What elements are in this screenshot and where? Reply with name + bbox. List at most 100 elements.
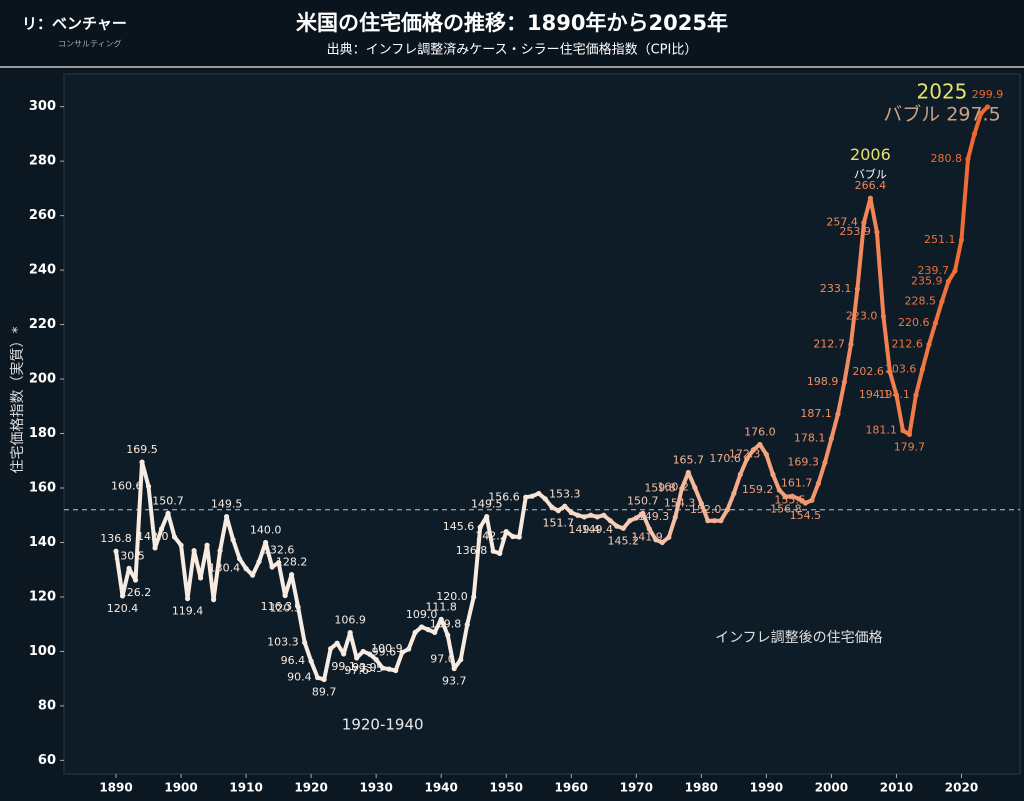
data-point bbox=[952, 268, 958, 274]
data-point bbox=[243, 566, 249, 572]
data-point bbox=[542, 496, 548, 502]
data-label: 90.4 bbox=[287, 671, 312, 684]
data-point bbox=[458, 657, 464, 663]
data-point bbox=[861, 220, 867, 226]
data-point bbox=[380, 665, 386, 671]
data-point bbox=[523, 494, 529, 500]
data-point bbox=[302, 639, 308, 646]
data-label: 212.7 bbox=[813, 337, 845, 350]
data-label: 142.2 bbox=[475, 529, 507, 542]
x-tick-label: 1900 bbox=[164, 781, 197, 795]
data-label: 153.3 bbox=[549, 487, 581, 500]
header bbox=[0, 0, 1024, 66]
data-label: 156.6 bbox=[488, 490, 520, 503]
data-label: 132.6 bbox=[263, 544, 295, 557]
data-label: 194.1 bbox=[859, 388, 891, 401]
y-axis-label: 住宅価格指数（実質）* bbox=[10, 327, 26, 474]
data-point bbox=[393, 667, 399, 674]
data-point bbox=[321, 676, 327, 683]
data-point bbox=[464, 622, 470, 628]
data-point bbox=[900, 427, 906, 434]
data-point bbox=[289, 572, 295, 578]
data-point bbox=[516, 534, 522, 540]
data-point bbox=[341, 651, 347, 657]
data-point bbox=[809, 497, 815, 503]
data-label: 93.7 bbox=[442, 675, 467, 688]
x-tick-label: 1950 bbox=[490, 781, 523, 795]
x-tick-label: 1970 bbox=[620, 781, 653, 795]
data-point bbox=[217, 548, 223, 554]
data-point bbox=[919, 366, 926, 372]
data-label: 194.1 bbox=[878, 388, 910, 401]
data-point bbox=[614, 523, 620, 529]
data-label: 106.9 bbox=[334, 614, 366, 627]
x-tick-label: 2020 bbox=[945, 781, 978, 795]
data-point bbox=[796, 496, 802, 502]
data-label: 97.6 bbox=[344, 664, 369, 677]
data-label: 120.5 bbox=[269, 602, 301, 615]
data-point bbox=[581, 514, 587, 520]
data-label: 136.8 bbox=[100, 532, 132, 545]
data-point bbox=[666, 534, 672, 540]
data-point bbox=[978, 110, 984, 117]
data-point bbox=[815, 480, 821, 486]
data-point bbox=[445, 632, 451, 638]
brand: リ：ベンチャー bbox=[22, 15, 127, 33]
data-label: 120.4 bbox=[107, 602, 139, 615]
data-point bbox=[230, 537, 236, 543]
data-point bbox=[471, 594, 477, 600]
data-point bbox=[152, 545, 158, 551]
data-label: 181.1 bbox=[865, 424, 897, 437]
data-point bbox=[789, 493, 795, 499]
data-label: 149.5 bbox=[211, 498, 243, 511]
data-point bbox=[880, 313, 887, 320]
data-label: 141.9 bbox=[631, 530, 663, 543]
data-label: 142.0 bbox=[137, 530, 169, 543]
data-point bbox=[711, 518, 717, 524]
data-label: 160.6 bbox=[111, 479, 143, 492]
data-point bbox=[354, 655, 360, 661]
data-label: 109.0 bbox=[406, 608, 438, 621]
y-tick-label: 200 bbox=[29, 372, 56, 387]
data-point bbox=[328, 646, 334, 652]
data-label: 220.6 bbox=[898, 316, 930, 329]
data-point bbox=[555, 508, 561, 514]
data-point bbox=[204, 542, 210, 548]
data-point bbox=[139, 459, 145, 465]
data-point bbox=[737, 471, 743, 477]
data-point bbox=[549, 504, 555, 510]
y-tick-label: 240 bbox=[29, 263, 56, 278]
data-point bbox=[705, 518, 711, 524]
brand-sub: コンサルティング bbox=[58, 39, 122, 49]
y-tick-label: 260 bbox=[29, 208, 56, 223]
data-label: 93.9 bbox=[352, 661, 377, 674]
data-point bbox=[386, 666, 392, 672]
data-label: 100.9 bbox=[371, 642, 403, 655]
data-label: 161.7 bbox=[781, 476, 813, 489]
data-point bbox=[171, 534, 178, 540]
data-point bbox=[835, 411, 841, 417]
data-label: 251.1 bbox=[924, 233, 956, 246]
data-label: 150.7 bbox=[627, 494, 659, 507]
data-label: 140.0 bbox=[250, 523, 282, 536]
data-point bbox=[724, 507, 730, 513]
data-point bbox=[653, 537, 659, 543]
data-point bbox=[334, 640, 340, 646]
plot-area bbox=[63, 73, 1021, 775]
data-point bbox=[399, 649, 405, 656]
data-point bbox=[874, 229, 880, 235]
data-label: 97.0 bbox=[430, 653, 455, 666]
data-point bbox=[178, 542, 184, 548]
y-tick-label: 60 bbox=[38, 753, 56, 768]
x-tick-label: 1960 bbox=[555, 781, 588, 795]
data-point bbox=[562, 503, 568, 509]
data-label: 169.5 bbox=[126, 443, 158, 456]
annotation: 2006 bbox=[850, 145, 891, 164]
data-point bbox=[282, 592, 288, 599]
data-label: 178.1 bbox=[794, 432, 826, 445]
data-point bbox=[256, 558, 262, 565]
data-point bbox=[406, 646, 412, 652]
data-point bbox=[802, 500, 808, 506]
data-point bbox=[276, 560, 282, 566]
